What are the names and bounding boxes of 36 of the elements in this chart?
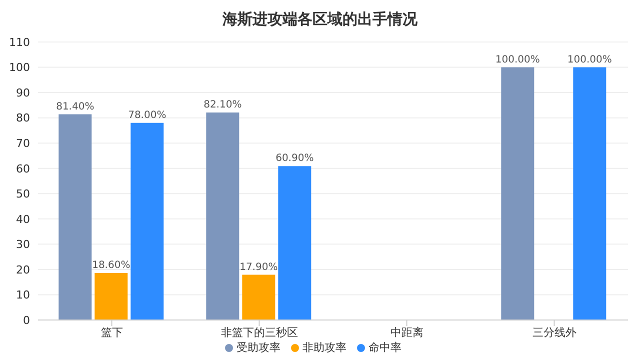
bar: [206, 112, 240, 320]
data-label: 81.40%: [56, 101, 94, 112]
bar: [130, 122, 164, 320]
bar: [573, 67, 606, 320]
chart-title: 海斯进攻端各区域的出手情况: [222, 9, 418, 30]
y-tick-label: 30: [16, 238, 30, 252]
data-label: 82.10%: [204, 100, 242, 111]
y-tick-label: 100: [9, 61, 30, 74]
data-label: 78.00%: [128, 110, 166, 121]
data-label: 18.60%: [92, 260, 130, 271]
y-tick-label: 70: [16, 136, 30, 150]
y-tick-label: 80: [16, 112, 30, 125]
bar: [278, 166, 312, 320]
bar: [242, 274, 276, 320]
data-label: 100.00%: [495, 54, 540, 66]
data-label: 17.90%: [240, 262, 278, 273]
y-tick-label: 20: [16, 263, 30, 276]
y-tick-label: 110: [9, 36, 30, 49]
x-tick-label: 篮下: [100, 326, 123, 339]
data-label: 60.90%: [276, 153, 314, 164]
y-tick-label: 10: [16, 288, 30, 302]
legend-label: 命中率: [368, 341, 402, 354]
x-tick-label: 中距离: [390, 326, 424, 339]
bar: [501, 67, 534, 320]
bar: [94, 272, 128, 320]
bar: [58, 114, 92, 320]
data-label: 100.00%: [567, 54, 612, 66]
y-tick-label: 40: [16, 212, 30, 226]
y-tick-label: 60: [16, 162, 30, 176]
legend-label: 受助攻率: [236, 341, 280, 354]
y-tick-label: 50: [16, 188, 30, 201]
y-tick-label: 90: [16, 86, 30, 100]
y-tick-label: 0: [23, 314, 30, 327]
x-tick-label: 非篮下的三秒区: [220, 326, 298, 339]
x-tick-label: 三分线外: [532, 326, 576, 339]
legend-label: 非助攻率: [302, 341, 346, 354]
